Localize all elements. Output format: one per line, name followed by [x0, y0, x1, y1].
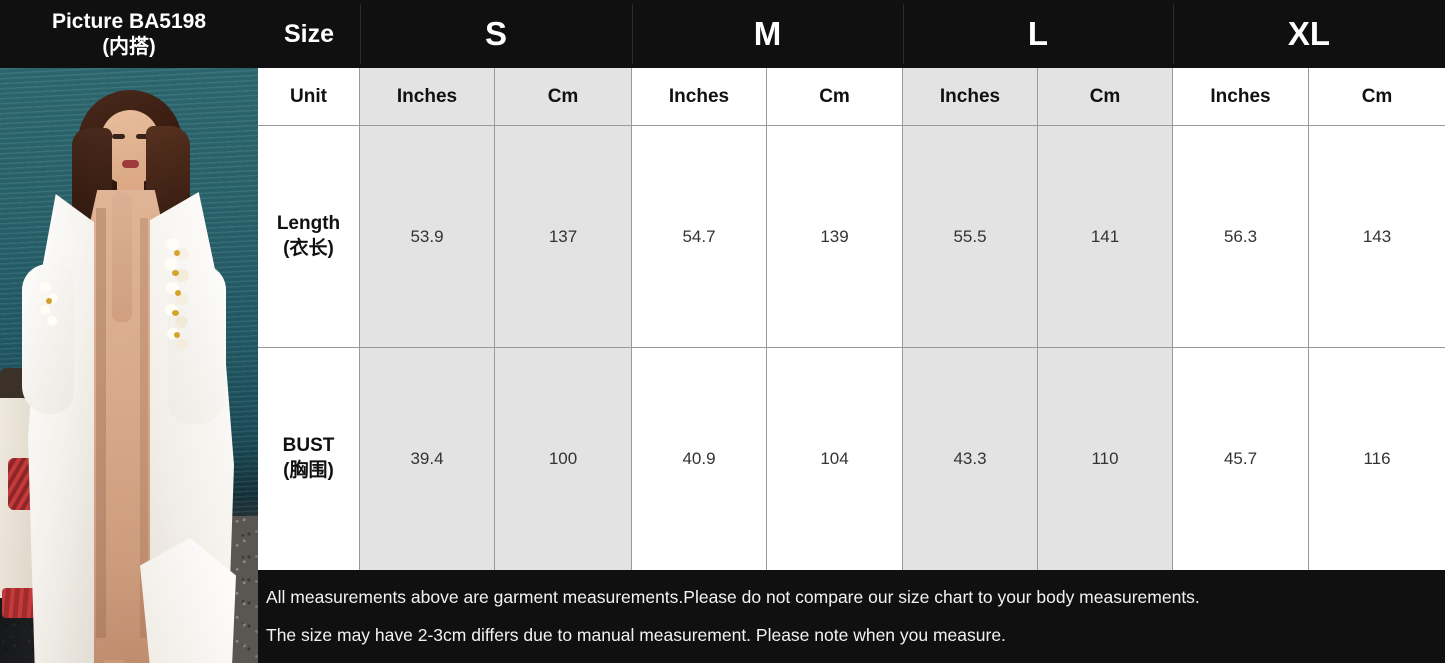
table-body: Unit Inches Cm Inches Cm Inches Cm Inche… — [258, 68, 1445, 570]
unit-s-cm: Cm — [495, 68, 632, 126]
row-label-length: Length (衣长) — [258, 126, 360, 348]
header-size-s: S — [484, 15, 507, 52]
header-divider-1 — [360, 4, 361, 64]
unit-m-inches: Inches — [632, 68, 767, 126]
header-divider-4 — [1173, 4, 1174, 64]
inner-dress-fold — [96, 208, 106, 638]
cell-length-l-cm: 141 — [1038, 126, 1173, 348]
cell-length-m-cm: 139 — [767, 126, 903, 348]
picture-column: Picture BA5198 (内搭) — [0, 0, 258, 663]
embroidery-right-shoulder — [160, 236, 196, 364]
unit-l-cm: Cm — [1038, 68, 1173, 126]
cell-length-l-inches: 55.5 — [903, 126, 1038, 348]
model-ankle — [104, 660, 124, 663]
unit-l-inches: Inches — [903, 68, 1038, 126]
unit-xl-cm: Cm — [1309, 68, 1445, 126]
cell-bust-l-inches: 43.3 — [903, 348, 1038, 570]
measurement-table: Size S M L XL Unit Inches Cm Inches Cm I… — [258, 0, 1445, 663]
unit-xl-inches: Inches — [1173, 68, 1309, 126]
picture-title-line2: (内搭) — [102, 35, 156, 58]
row-label-length-en: Length — [276, 212, 341, 234]
row-label-length-cn: (衣长) — [283, 237, 334, 259]
cell-length-s-inches: 53.9 — [360, 126, 495, 348]
header-size-xl: XL — [1287, 15, 1331, 52]
unit-s-inches: Inches — [360, 68, 495, 126]
cell-bust-s-inches: 39.4 — [360, 348, 495, 570]
embroidery-left-sleeve — [36, 280, 64, 336]
unit-label-cell: Unit — [258, 68, 360, 126]
header-size-label: Size — [283, 19, 335, 48]
row-label-bust-cn: (胸围) — [283, 460, 334, 481]
neck-drape — [112, 192, 132, 322]
row-label-bust-en: BUST — [282, 435, 335, 457]
footer-notes: All measurements above are garment measu… — [258, 570, 1445, 663]
cell-bust-m-cm: 104 — [767, 348, 903, 570]
header-divider-3 — [903, 4, 904, 64]
row-label-bust: BUST (胸围) — [258, 348, 360, 570]
table-header-row: Size S M L XL — [258, 0, 1445, 68]
cell-length-xl-cm: 143 — [1309, 126, 1445, 348]
red-textile-prop-lower — [2, 588, 38, 618]
header-size-m: M — [753, 15, 782, 52]
model-eye-left — [112, 134, 125, 139]
cell-bust-xl-cm: 116 — [1363, 449, 1391, 468]
cell-bust-s-cm: 100 — [495, 348, 632, 570]
footer-note-2: The size may have 2-3cm differs due to m… — [266, 624, 1006, 645]
header-size-l: L — [1027, 15, 1049, 52]
model-eye-right — [136, 134, 149, 139]
cell-length-xl-inches: 56.3 — [1173, 126, 1309, 348]
inner-dress-fold-secondary — [140, 218, 148, 638]
header-divider-2 — [632, 4, 633, 64]
cell-bust-m-inches: 40.9 — [632, 348, 767, 570]
cell-length-s-cm: 137 — [495, 126, 632, 348]
cell-bust-xl-inches: 45.7 — [1173, 348, 1309, 570]
cell-length-m-inches: 54.7 — [632, 126, 767, 348]
model-lips — [122, 160, 139, 168]
unit-m-cm: Cm — [767, 68, 903, 126]
footer-note-1: All measurements above are garment measu… — [266, 587, 1200, 608]
cell-bust-l-cm: 110 — [1038, 348, 1173, 570]
product-photo — [0, 68, 258, 663]
picture-title-line1: Picture BA5198 — [51, 10, 207, 33]
picture-title: Picture BA5198 (内搭) — [0, 0, 258, 68]
